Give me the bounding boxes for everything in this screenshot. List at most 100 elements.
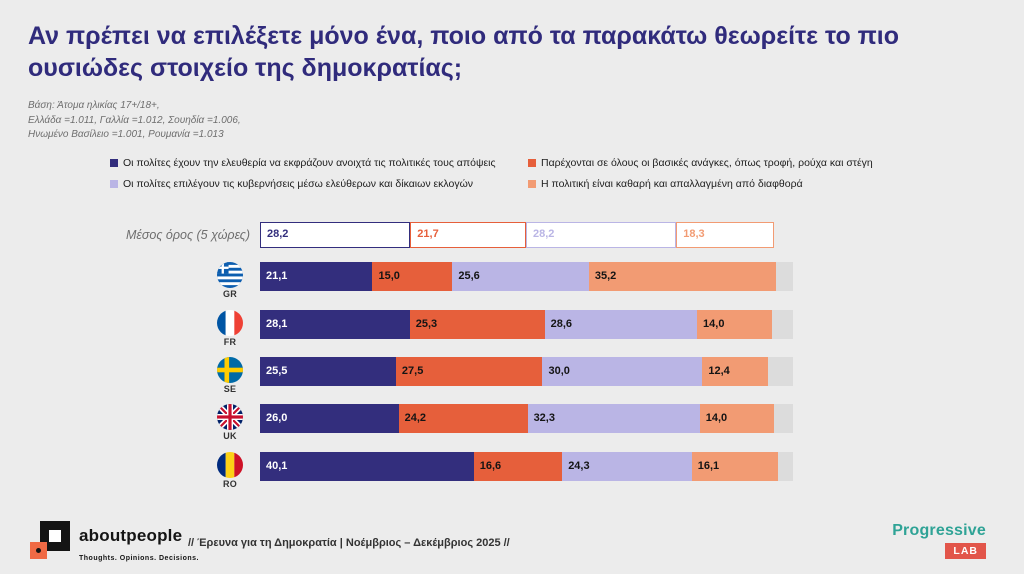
bar-value: 32,3: [533, 412, 555, 424]
country-uk: UK: [212, 404, 248, 441]
bar-value: 30,0: [548, 365, 570, 377]
bar-row-uk: 26,0 24,2 32,3 14,0: [260, 404, 793, 433]
legend-swatch-icon: [110, 180, 118, 188]
bar-value: 28,6: [550, 318, 573, 330]
bar-remainder: [768, 357, 793, 386]
legend-label: Η πολιτική είναι καθαρή και απαλλαγμένη …: [541, 178, 803, 190]
bar-value: 14,0: [705, 412, 728, 424]
uk-flag-icon: [217, 404, 243, 430]
bar-value: 35,2: [594, 270, 617, 282]
bar-segment: 28,1: [260, 310, 410, 339]
aboutpeople-logo-icon: [30, 521, 70, 561]
legend-swatch-icon: [528, 159, 536, 167]
bar-row-gr: 21,1 15,0 25,6 35,2: [260, 262, 793, 291]
bar-segment: 16,1: [691, 452, 778, 481]
brand-tagline: Thoughts. Opinions. Decisions.: [79, 555, 200, 562]
average-value: 18,3: [683, 228, 705, 240]
average-value-box: 21,7: [410, 222, 526, 248]
base-note-line: Ηνωμένο Βασίλειο =1.001, Ρουμανία =1.013: [28, 129, 224, 140]
country-fr: FR: [212, 310, 248, 347]
bar-value: 16,6: [479, 460, 502, 472]
progressive-text: Progressive: [892, 522, 986, 539]
bar-remainder: [774, 404, 793, 433]
bar-segment: 30,0: [542, 357, 703, 386]
legend-swatch-icon: [110, 159, 118, 167]
bar-segment: 24,2: [398, 404, 528, 433]
footer-survey-text: // Έρευνα για τη Δημοκρατία | Νοέμβριος …: [188, 537, 510, 549]
bar-value: 40,1: [266, 460, 288, 472]
page-title: Αν πρέπει να επιλέξετε μόνο ένα, ποιο απ…: [28, 22, 900, 82]
sweden-flag-icon: [217, 357, 243, 383]
bar-value: 12,4: [708, 365, 730, 377]
bar-value: 25,5: [266, 365, 288, 377]
base-note-line: Βάση: Άτομα ηλικίας 17+/18+,: [28, 100, 160, 111]
bar-value: 27,5: [401, 365, 424, 377]
legend-item-free-expression: Οι πολίτες έχουν την ελευθερία να εκφράζ…: [110, 157, 528, 169]
bar-remainder: [777, 452, 793, 481]
bar-remainder: [771, 310, 793, 339]
bar-segment: 35,2: [588, 262, 777, 291]
aboutpeople-brand: aboutpeople Thoughts. Opinions. Decision…: [30, 521, 199, 562]
average-row-label: Μέσος όρος (5 χώρες): [125, 228, 250, 242]
legend-swatch-icon: [528, 180, 536, 188]
bar-segment: 12,4: [702, 357, 769, 386]
romania-flag-icon: [217, 452, 243, 478]
bar-row-se: 25,5 27,5 30,0 12,4: [260, 357, 793, 386]
average-value-box: 18,3: [676, 222, 774, 248]
legend-item-free-elections: Οι πολίτες επιλέγουν τις κυβερνήσεις μέσ…: [110, 178, 528, 190]
france-flag-icon: [217, 310, 243, 336]
bar-segment: 14,0: [697, 310, 772, 339]
average-value-box: 28,2: [260, 222, 411, 248]
base-note-line: Ελλάδα =1.011, Γαλλία =1.012, Σουηδία =1…: [28, 114, 241, 126]
legend-label: Οι πολίτες επιλέγουν τις κυβερνήσεις μέσ…: [123, 178, 474, 190]
base-note: Βάση: Άτομα ηλικίας 17+/18+, Ελλάδα =1.0…: [28, 99, 241, 143]
legend-label: Παρέχονται σε όλους οι βασικές ανάγκες, …: [541, 157, 873, 169]
bar-segment: 25,5: [260, 357, 396, 386]
bar-segment: 24,3: [562, 452, 692, 481]
bar-segment: 27,5: [395, 357, 543, 386]
country-code-label: RO: [222, 479, 238, 489]
bar-segment: 21,1: [260, 262, 373, 291]
country-gr: GR: [212, 262, 248, 299]
legend-label: Οι πολίτες έχουν την ελευθερία να εκφράζ…: [123, 157, 496, 169]
bar-value: 25,6: [458, 270, 480, 282]
legend: Οι πολίτες έχουν την ελευθερία να εκφράζ…: [110, 157, 873, 190]
average-value: 28,2: [267, 228, 289, 240]
country-code-label: FR: [223, 337, 237, 347]
logo-orange-square-shape: [30, 542, 47, 559]
bar-remainder: [776, 262, 793, 291]
country-code-label: SE: [223, 384, 237, 394]
average-value-box: 28,2: [525, 222, 677, 248]
bar-segment: 15,0: [372, 262, 453, 291]
country-se: SE: [212, 357, 248, 394]
greece-flag-icon: [217, 262, 243, 288]
bar-value: 21,1: [266, 270, 288, 282]
average-bar-row: 28,2 21,7 28,2 18,3: [260, 222, 793, 248]
bar-value: 26,0: [266, 412, 288, 424]
bar-value: 24,2: [404, 412, 426, 424]
bar-segment: 16,6: [473, 452, 563, 481]
bar-segment: 25,6: [452, 262, 589, 291]
country-ro: RO: [212, 452, 248, 489]
bar-value: 16,1: [697, 460, 720, 472]
bar-value: 15,0: [378, 270, 400, 282]
progressive-lab-logo: Progressive LAB: [892, 522, 986, 559]
legend-item-basic-needs: Παρέχονται σε όλους οι βασικές ανάγκες, …: [528, 157, 873, 169]
bar-value: 28,1: [266, 318, 288, 330]
lab-badge: LAB: [945, 543, 986, 559]
bar-value: 24,3: [568, 460, 590, 472]
bar-value: 25,3: [415, 318, 438, 330]
bar-segment: 32,3: [527, 404, 700, 433]
country-code-label: GR: [222, 289, 238, 299]
bar-value: 14,0: [703, 318, 725, 330]
bar-segment: 25,3: [409, 310, 545, 339]
bar-segment: 26,0: [260, 404, 399, 433]
country-code-label: UK: [223, 431, 237, 441]
bar-row-ro: 40,1 16,6 24,3 16,1: [260, 452, 793, 481]
bar-segment: 40,1: [260, 452, 474, 481]
average-value: 21,7: [417, 228, 439, 240]
bar-segment: 28,6: [544, 310, 698, 339]
bar-segment: 14,0: [699, 404, 775, 433]
brand-name: aboutpeople: [79, 526, 183, 545]
